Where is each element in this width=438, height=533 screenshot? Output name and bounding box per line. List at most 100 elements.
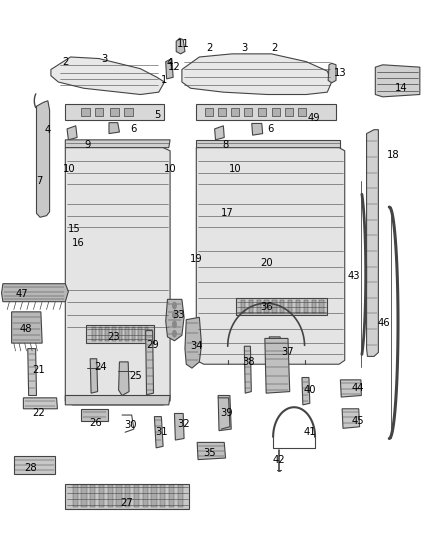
Text: 11: 11 — [177, 39, 190, 49]
Text: 12: 12 — [168, 62, 181, 72]
Text: 10: 10 — [229, 164, 242, 174]
Polygon shape — [81, 409, 108, 421]
Text: 22: 22 — [33, 408, 46, 418]
Polygon shape — [311, 300, 316, 313]
Text: 40: 40 — [304, 385, 316, 395]
Text: 4: 4 — [167, 58, 173, 68]
Polygon shape — [90, 359, 98, 393]
Circle shape — [173, 312, 176, 318]
Text: 13: 13 — [334, 68, 347, 78]
Text: 36: 36 — [260, 302, 272, 312]
Polygon shape — [196, 148, 345, 364]
Circle shape — [173, 330, 176, 337]
Polygon shape — [160, 486, 165, 507]
Polygon shape — [109, 123, 120, 134]
Polygon shape — [319, 300, 324, 313]
Text: 2: 2 — [206, 43, 212, 53]
Polygon shape — [65, 484, 189, 509]
Text: 17: 17 — [220, 208, 233, 219]
Polygon shape — [95, 108, 103, 116]
Polygon shape — [286, 108, 293, 116]
Text: 10: 10 — [64, 164, 76, 174]
Text: 3: 3 — [102, 53, 108, 63]
Text: 43: 43 — [347, 271, 360, 281]
Text: 32: 32 — [177, 419, 190, 430]
Text: 49: 49 — [308, 113, 321, 123]
Polygon shape — [244, 108, 252, 116]
Polygon shape — [117, 486, 122, 507]
Polygon shape — [328, 63, 336, 83]
Polygon shape — [342, 409, 360, 429]
Text: 24: 24 — [94, 361, 106, 372]
Polygon shape — [196, 104, 336, 119]
Text: 35: 35 — [203, 448, 215, 457]
Polygon shape — [215, 126, 224, 140]
Polygon shape — [176, 38, 185, 54]
Polygon shape — [119, 327, 122, 341]
Text: 2: 2 — [62, 56, 68, 67]
Polygon shape — [185, 317, 201, 368]
Polygon shape — [196, 140, 340, 148]
Polygon shape — [257, 300, 261, 313]
Polygon shape — [258, 108, 266, 116]
Text: 41: 41 — [304, 427, 316, 437]
Polygon shape — [134, 486, 139, 507]
Polygon shape — [340, 380, 361, 397]
Polygon shape — [125, 327, 129, 341]
Text: 26: 26 — [89, 418, 102, 428]
Text: 18: 18 — [386, 150, 399, 160]
Polygon shape — [236, 298, 327, 315]
Text: 6: 6 — [267, 124, 274, 134]
Polygon shape — [218, 395, 231, 431]
Polygon shape — [65, 148, 170, 405]
Text: 15: 15 — [67, 224, 81, 234]
Polygon shape — [124, 108, 133, 116]
Text: 48: 48 — [20, 324, 32, 334]
Text: 44: 44 — [352, 383, 364, 393]
Text: 42: 42 — [273, 455, 286, 465]
Polygon shape — [375, 65, 420, 97]
Polygon shape — [174, 414, 184, 440]
Text: 39: 39 — [221, 408, 233, 418]
Polygon shape — [367, 130, 378, 357]
Text: 14: 14 — [395, 83, 408, 93]
Polygon shape — [23, 398, 57, 409]
Polygon shape — [265, 338, 290, 393]
Circle shape — [173, 321, 176, 327]
Polygon shape — [92, 327, 96, 341]
Polygon shape — [65, 140, 170, 148]
Polygon shape — [73, 486, 78, 507]
Polygon shape — [65, 395, 170, 405]
Text: 5: 5 — [154, 110, 160, 120]
Text: 6: 6 — [131, 124, 137, 134]
Polygon shape — [99, 327, 102, 341]
Text: 1: 1 — [161, 76, 168, 85]
Text: 33: 33 — [173, 310, 185, 320]
Text: 28: 28 — [24, 463, 37, 473]
Polygon shape — [81, 486, 87, 507]
Polygon shape — [169, 486, 174, 507]
Polygon shape — [154, 417, 163, 448]
Polygon shape — [197, 442, 226, 459]
Polygon shape — [86, 325, 153, 343]
Text: 16: 16 — [72, 238, 85, 248]
Text: 31: 31 — [155, 427, 168, 437]
Polygon shape — [231, 108, 239, 116]
Polygon shape — [298, 108, 306, 116]
Polygon shape — [138, 327, 142, 341]
Text: 19: 19 — [190, 254, 203, 264]
Polygon shape — [67, 126, 77, 140]
Polygon shape — [99, 486, 104, 507]
Text: 2: 2 — [272, 43, 278, 53]
Polygon shape — [90, 486, 95, 507]
Polygon shape — [65, 104, 164, 119]
Text: 4: 4 — [45, 125, 51, 135]
Text: 21: 21 — [33, 366, 46, 375]
Polygon shape — [110, 108, 119, 116]
Text: 38: 38 — [243, 357, 255, 367]
Polygon shape — [14, 456, 55, 474]
Polygon shape — [205, 108, 213, 116]
Polygon shape — [143, 486, 148, 507]
Polygon shape — [166, 59, 173, 79]
Text: 9: 9 — [84, 140, 90, 150]
